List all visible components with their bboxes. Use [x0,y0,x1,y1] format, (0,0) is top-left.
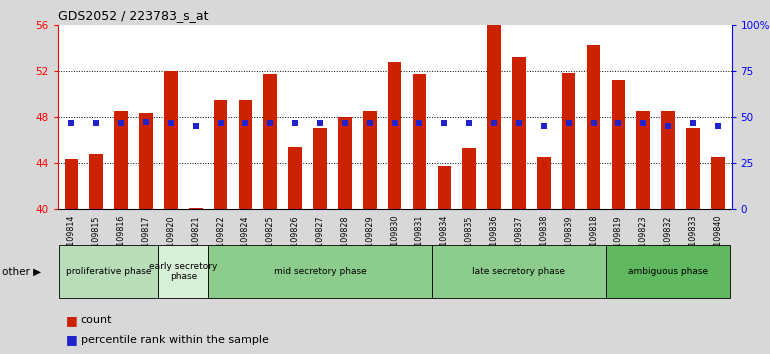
Text: other ▶: other ▶ [2,267,41,277]
Text: GDS2052 / 223783_s_at: GDS2052 / 223783_s_at [58,9,208,22]
Bar [288,147,302,209]
Bar [711,157,725,209]
Point [214,120,226,126]
Bar [587,46,601,209]
Point [463,120,475,126]
Point [189,123,202,129]
Bar [164,71,178,209]
Bar [611,80,625,209]
Bar [65,159,79,209]
Point [662,123,675,129]
Bar [487,25,501,209]
Bar [313,129,327,209]
Bar [562,73,575,209]
Bar [263,74,277,209]
Bar [139,113,153,209]
Point [687,120,699,126]
Bar [189,208,203,209]
Point [115,120,127,126]
Text: early secretory
phase: early secretory phase [149,262,217,281]
Text: ■: ■ [65,333,77,346]
Point [612,120,624,126]
Bar [338,117,352,209]
Point [537,123,550,129]
FancyBboxPatch shape [59,245,159,298]
Bar [114,111,128,209]
Bar [89,154,103,209]
Point [314,120,326,126]
Text: percentile rank within the sample: percentile rank within the sample [81,335,269,345]
Point [637,120,649,126]
FancyBboxPatch shape [208,245,432,298]
Point [363,120,376,126]
Point [90,120,102,126]
Text: proliferative phase: proliferative phase [66,267,152,276]
Point [438,120,450,126]
Point [413,120,426,126]
Point [488,120,500,126]
Bar [686,129,700,209]
Bar [537,157,551,209]
Bar [636,111,650,209]
Point [388,120,400,126]
Text: mid secretory phase: mid secretory phase [273,267,367,276]
Bar [437,166,451,209]
Bar [388,62,401,209]
Bar [239,99,253,209]
Bar [512,57,526,209]
Bar [413,74,427,209]
Point [165,120,177,126]
FancyBboxPatch shape [432,245,606,298]
Point [339,120,351,126]
FancyBboxPatch shape [606,245,730,298]
Bar [214,99,227,209]
Text: count: count [81,315,112,325]
Text: late secretory phase: late secretory phase [473,267,565,276]
Point [513,120,525,126]
Point [588,120,600,126]
Text: ■: ■ [65,314,77,327]
Point [65,120,78,126]
FancyBboxPatch shape [159,245,208,298]
Bar [462,148,476,209]
Bar [661,111,675,209]
Point [289,120,301,126]
Point [563,120,575,126]
Bar [363,111,377,209]
Point [140,120,152,125]
Text: ambiguous phase: ambiguous phase [628,267,708,276]
Point [239,120,252,126]
Point [711,123,724,129]
Point [264,120,276,126]
